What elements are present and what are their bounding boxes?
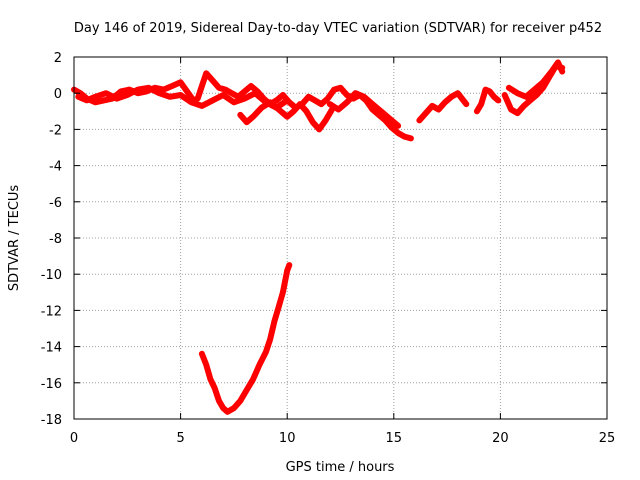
series-line xyxy=(473,86,502,115)
series-points xyxy=(239,101,333,131)
y-tick-label: -10 xyxy=(41,268,62,283)
x-tick-label: 10 xyxy=(279,431,296,446)
y-tick-label: -18 xyxy=(41,413,62,428)
y-tick-label: -16 xyxy=(41,377,62,392)
series-points xyxy=(77,86,289,109)
y-tick-label: -4 xyxy=(49,160,62,175)
series-line xyxy=(75,84,291,111)
y-tick-labels: 2 0 -2 -4 -6 -8 -10 -12 -14 -16 -18 xyxy=(41,51,62,428)
series-points xyxy=(328,92,400,127)
y-tick-label: -6 xyxy=(49,196,62,211)
y-tick-label: -14 xyxy=(41,341,62,356)
series-layer xyxy=(71,59,566,415)
y-tick-label: 2 xyxy=(54,51,62,66)
x-tick-labels: 0 5 10 15 20 25 xyxy=(70,431,615,446)
x-tick-label: 15 xyxy=(386,431,403,446)
y-tick-label: -2 xyxy=(49,123,62,138)
series-line xyxy=(326,90,402,129)
y-axis-title: SDTVAR / TECUs xyxy=(7,185,22,292)
series-points xyxy=(418,92,468,122)
y-tick-label: -8 xyxy=(49,232,62,247)
x-tick-label: 20 xyxy=(492,431,509,446)
series-points xyxy=(507,61,564,98)
x-tick-label: 25 xyxy=(599,431,616,446)
series-points xyxy=(475,88,500,113)
grid xyxy=(74,57,607,419)
series-line xyxy=(198,262,293,415)
y-tick-label: -12 xyxy=(41,304,62,319)
series-points xyxy=(200,264,291,413)
series-line xyxy=(71,70,414,142)
y-tick-label: 0 xyxy=(54,87,62,102)
ticks xyxy=(73,56,608,420)
x-axis-title: GPS time / hours xyxy=(286,460,395,475)
series-points xyxy=(503,65,564,115)
series-line xyxy=(416,90,470,124)
x-tick-label: 5 xyxy=(176,431,184,446)
series-points xyxy=(73,72,412,140)
x-tick-label: 0 xyxy=(70,431,78,446)
chart-title: Day 146 of 2019, Sidereal Day-to-day VTE… xyxy=(74,21,602,36)
